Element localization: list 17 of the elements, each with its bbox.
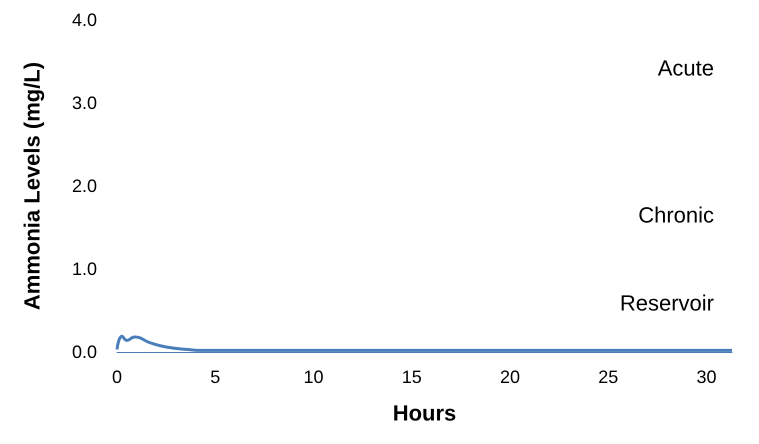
annotation: Reservoir xyxy=(620,290,714,316)
x-tick-label: 0 xyxy=(112,367,122,387)
x-tick-label: 10 xyxy=(303,367,324,387)
y-tick-label: 4.0 xyxy=(72,10,97,30)
x-axis-title: Hours xyxy=(392,400,456,426)
y-axis-title: Ammonia Levels (mg/L) xyxy=(20,62,44,310)
x-tick-label: 30 xyxy=(696,367,716,387)
x-tick-label: 20 xyxy=(500,367,520,387)
x-tick-label: 25 xyxy=(598,367,618,387)
y-tick-label: 1.0 xyxy=(72,259,97,279)
annotation: Acute xyxy=(658,56,714,80)
annotation: Chronic xyxy=(638,202,714,228)
y-tick-label: 3.0 xyxy=(72,93,97,113)
y-tick-label: 2.0 xyxy=(72,176,97,196)
x-tick-label: 15 xyxy=(402,367,422,387)
y-tick-label: 0.0 xyxy=(72,342,97,362)
x-tick-label: 5 xyxy=(210,367,220,387)
